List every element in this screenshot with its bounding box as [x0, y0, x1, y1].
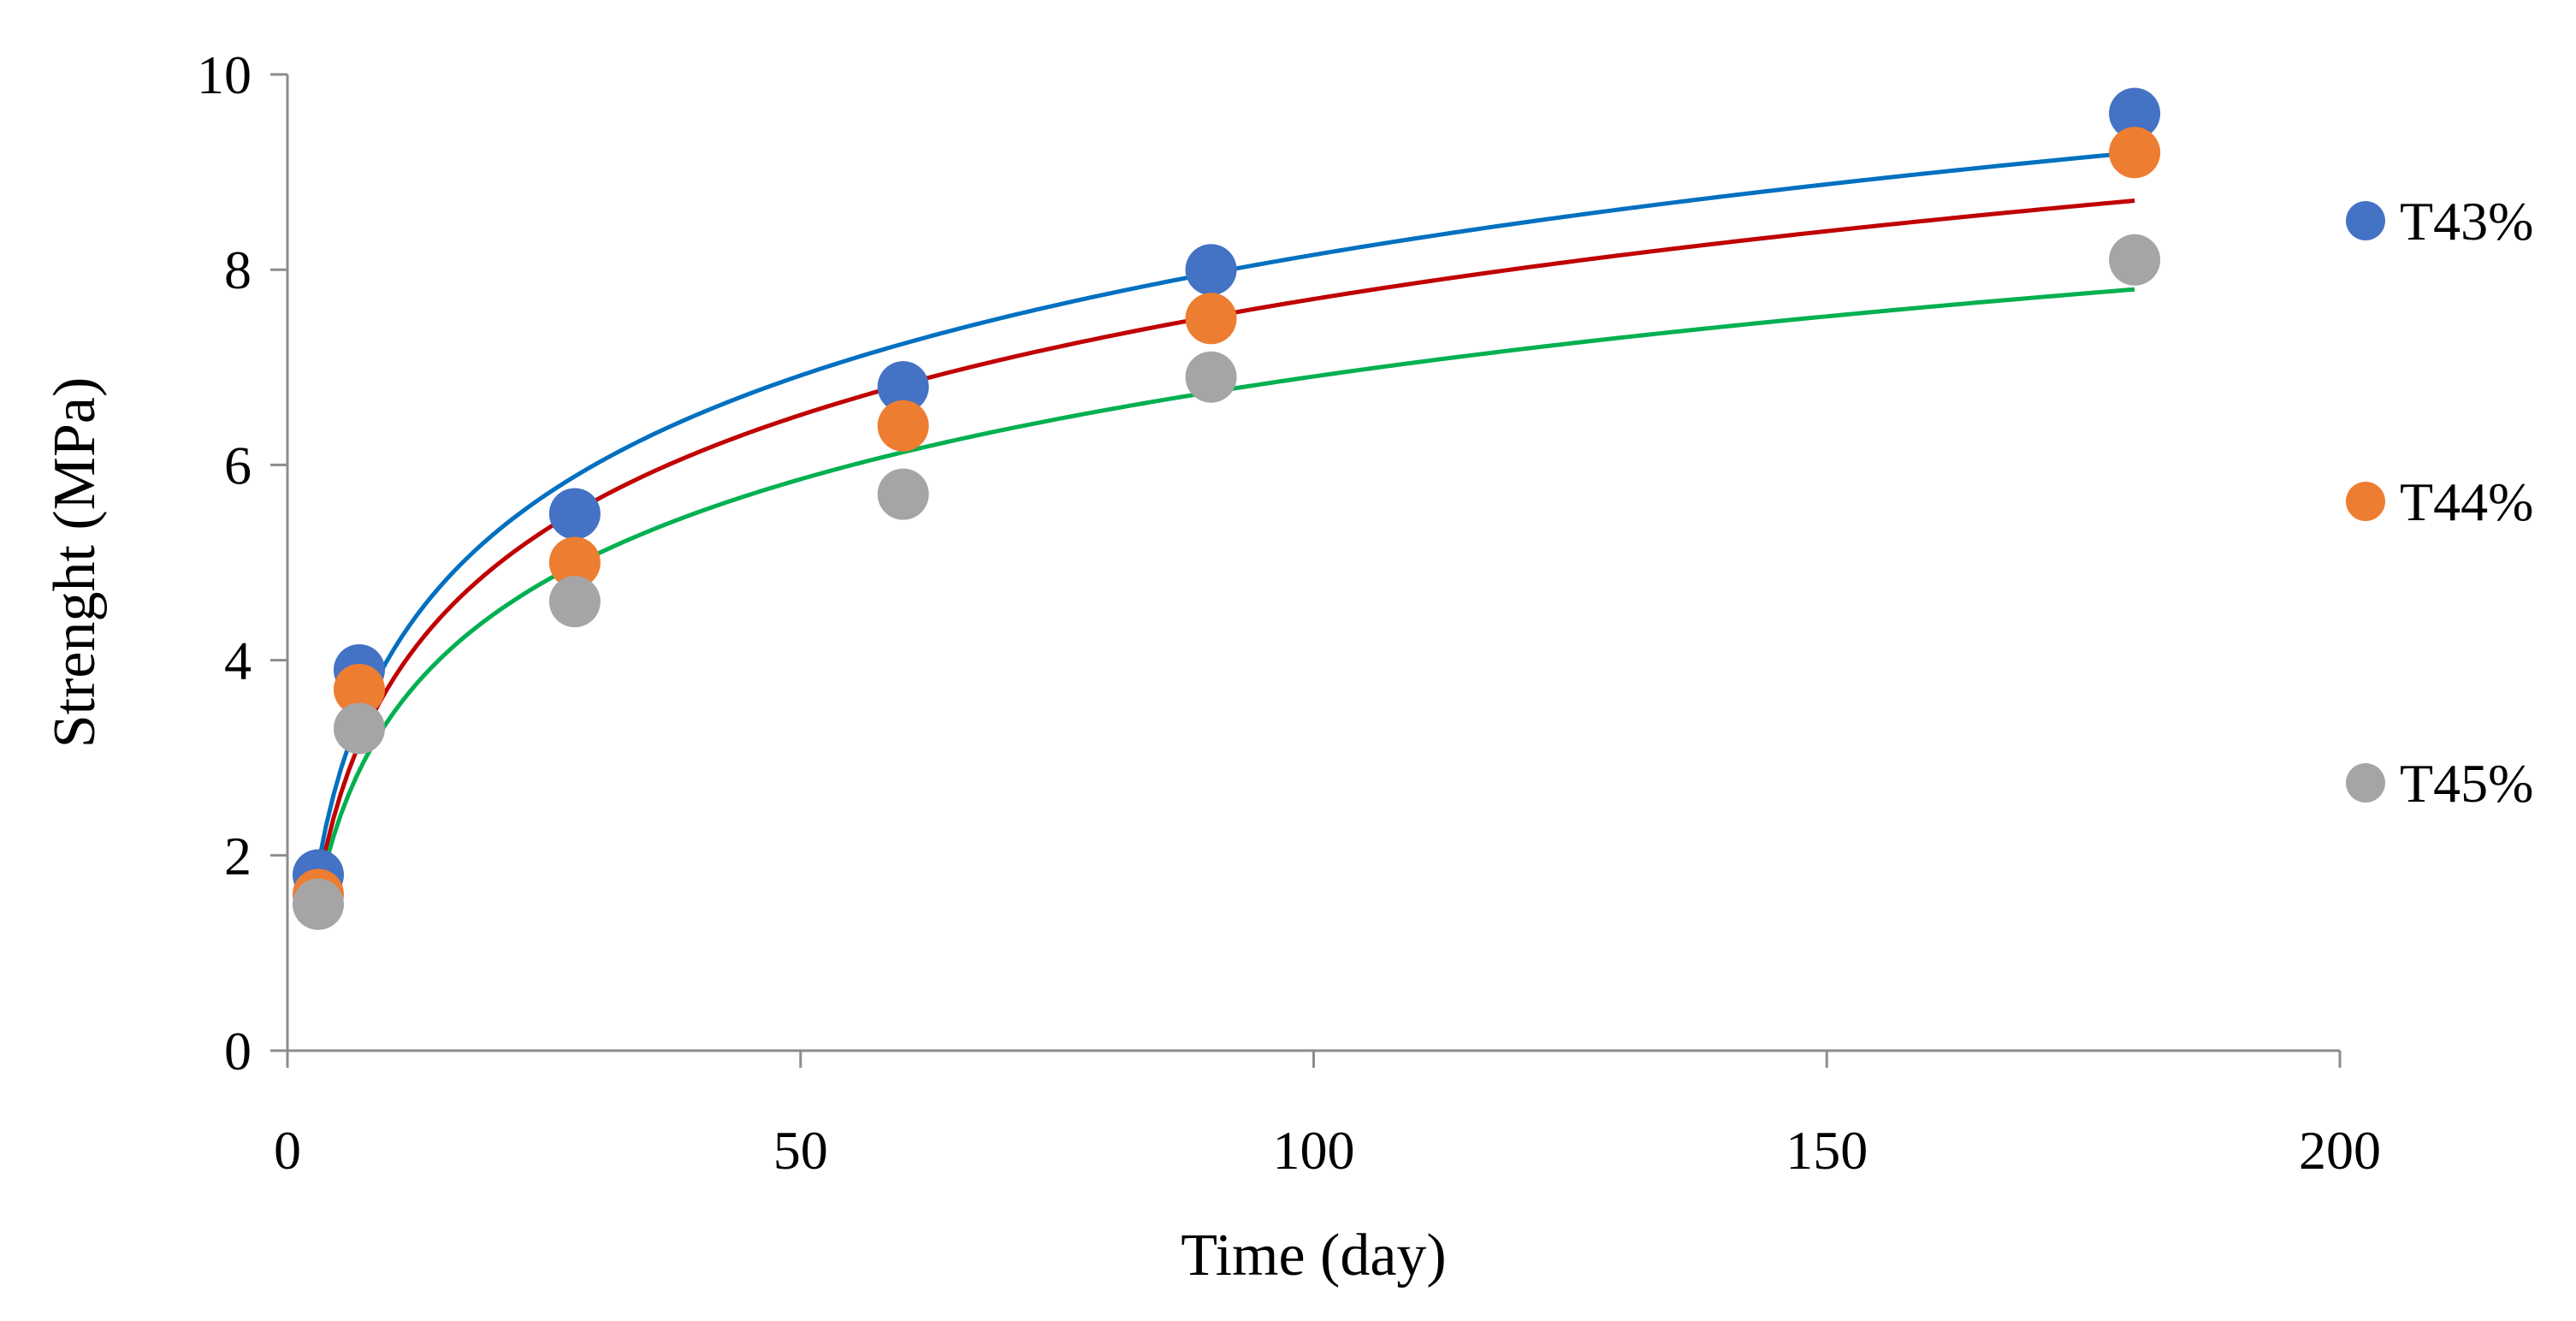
data-point-t43pct	[1185, 244, 1237, 296]
data-point-t44pct	[333, 663, 385, 715]
data-point-t45pct	[877, 468, 929, 520]
data-point-t43pct	[2109, 87, 2161, 139]
y-tick-label: 6	[224, 435, 252, 495]
legend-label: T45%	[2400, 753, 2533, 814]
data-point-t45pct	[292, 878, 344, 930]
y-tick-label: 10	[197, 44, 252, 105]
axis-labels: Time (day) Strenght (MPa)	[42, 377, 1447, 1288]
legend-marker	[2346, 201, 2385, 240]
legend-marker	[2346, 482, 2385, 521]
data-point-t44pct	[1185, 293, 1237, 345]
data-point-t44pct	[2109, 127, 2161, 179]
legend: T43% T44% T45%	[2346, 191, 2533, 814]
x-tick-label: 200	[2299, 1120, 2381, 1181]
y-tick-label: 0	[224, 1021, 252, 1081]
y-axis-title: Strenght (MPa)	[42, 377, 108, 749]
x-tick-label: 50	[773, 1120, 828, 1181]
y-tick-label: 4	[224, 631, 252, 691]
x-tick-label: 150	[1785, 1120, 1868, 1181]
data-point-t45pct	[548, 576, 601, 628]
data-point-t43pct	[877, 361, 929, 413]
y-tick-label: 8	[224, 240, 252, 300]
x-tick-label: 100	[1273, 1120, 1355, 1181]
data-point-t45pct	[333, 702, 385, 755]
y-tick-label: 2	[224, 826, 252, 886]
data-point-t45pct	[2109, 234, 2161, 286]
x-tick-label: 0	[274, 1120, 301, 1181]
data-point-t45pct	[1185, 351, 1237, 403]
data-points	[292, 87, 2161, 930]
data-point-t43pct	[548, 488, 601, 540]
legend-label: T43%	[2400, 191, 2533, 252]
data-point-t44pct	[877, 400, 929, 452]
legend-label: T44%	[2400, 471, 2533, 532]
legend-marker	[2346, 763, 2385, 803]
data-point-t44pct	[548, 536, 601, 589]
x-axis-title: Time (day)	[1181, 1223, 1446, 1288]
